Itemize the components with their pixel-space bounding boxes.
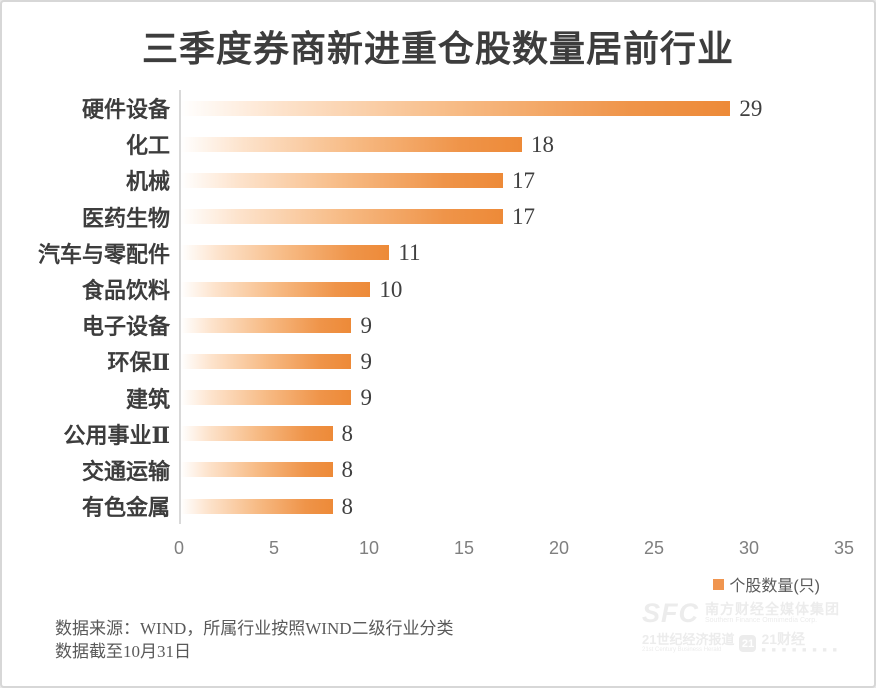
bar: [181, 100, 731, 116]
bar-plot-area: 29: [179, 90, 844, 127]
bar-row: 硬件设备 29: [16, 90, 844, 127]
bar: [181, 245, 390, 261]
bar-value: 9: [360, 385, 372, 411]
source-note: 数据来源：WIND，所属行业按照WIND二级行业分类: [55, 619, 454, 638]
bar-plot-area: 9: [179, 307, 844, 344]
bar-row: 医药生物 17: [16, 198, 844, 235]
bar: [181, 209, 504, 225]
bar-value: 18: [530, 131, 554, 157]
x-tick-label: 15: [453, 538, 475, 559]
bar: [181, 136, 522, 152]
category-label: 环保Ⅱ: [107, 350, 170, 376]
category-label: 食品饮料: [81, 278, 170, 304]
bar-rows: 硬件设备 29 化工 18 机械 17 医药生物 17 汽车与零配件 11 食品饮料 10 电子设备 9 环…: [16, 90, 844, 525]
bar-plot-area: 9: [179, 343, 844, 380]
legend-marker-icon: [713, 578, 725, 590]
bar-plot-area: 10: [179, 270, 844, 308]
bar-row: 交通运输 8: [16, 451, 844, 489]
bar-plot-area: 9: [179, 379, 844, 416]
watermark-app-name: 21财经: [761, 631, 806, 647]
legend-label: 个股数量(只): [729, 578, 820, 595]
category-label: 硬件设备: [81, 97, 170, 123]
watermark-group-name: 南方财经全媒体集团: [705, 600, 840, 617]
bar: [181, 281, 371, 297]
bar-row: 电子设备 9: [16, 307, 844, 344]
x-tick-label: 30: [738, 538, 760, 559]
bar-row: 公用事业Ⅱ 8: [16, 415, 844, 452]
x-tick-label: 35: [833, 538, 855, 559]
bar-value: 9: [360, 312, 372, 338]
bar: [181, 390, 352, 406]
watermark-group-name-en: Southern Finance Omnimedia Corp.: [705, 617, 818, 625]
bar: [181, 498, 333, 514]
category-label: 医药生物: [81, 205, 170, 231]
bar-value: 17: [512, 204, 536, 230]
bar-value: 29: [739, 95, 763, 121]
category-label: 汽车与零配件: [37, 241, 170, 267]
x-axis: 0 5 10 15 20 25 30 35: [174, 524, 854, 560]
x-tick-label: 25: [643, 538, 665, 559]
category-label: 化工: [125, 133, 170, 159]
chart-title: 三季度券商新进重仓股数量居前行业: [141, 29, 734, 69]
legend: 个股数量(只): [713, 572, 820, 596]
bar-plot-area: 17: [179, 198, 844, 235]
bar-row: 环保Ⅱ 9: [16, 343, 844, 380]
category-label: 电子设备: [81, 314, 170, 340]
bar-value: 8: [341, 493, 354, 519]
watermark-herald-name-en: 21st Century Business Herald: [642, 647, 722, 654]
bar-value: 9: [360, 348, 372, 374]
x-tick-label: 5: [268, 538, 280, 559]
category-label: 建筑: [125, 386, 170, 412]
bar-row: 汽车与零配件 11: [16, 234, 844, 271]
category-label: 机械: [125, 169, 170, 195]
x-tick-label: 10: [358, 538, 380, 559]
bar-value: 11: [398, 240, 421, 266]
bar-row: 化工 18: [16, 126, 844, 163]
bar-plot-area: 8: [179, 415, 844, 452]
category-label: 交通运输: [81, 458, 170, 484]
bar-row: 机械 17: [16, 162, 844, 199]
bar-value: 10: [379, 276, 403, 302]
21-badge-icon: 21: [739, 635, 757, 653]
category-label: 有色金属: [81, 495, 170, 521]
bar-row: 食品饮料 10: [16, 270, 844, 308]
bar-plot-area: 8: [179, 451, 844, 489]
bar-plot-area: 17: [179, 162, 844, 199]
bar-plot-area: 11: [179, 234, 844, 271]
bar-value: 8: [341, 457, 354, 483]
date-note: 数据截至10月31日: [55, 641, 191, 661]
bar-row: 有色金属 8: [16, 488, 844, 525]
watermark-herald-name: 21世纪经济报道: [642, 632, 735, 648]
category-label: 公用事业Ⅱ: [63, 422, 170, 448]
bar-row: 建筑 9: [16, 379, 844, 416]
bar-value: 8: [341, 421, 354, 447]
x-tick-label: 0: [173, 538, 185, 559]
bar: [181, 353, 352, 369]
watermark: SFC 南方财经全媒体集团 Southern Finance Omnimedia…: [642, 598, 862, 655]
bar-plot-area: 18: [179, 126, 844, 163]
bar: [181, 317, 352, 333]
bar-value: 17: [512, 167, 536, 193]
sfc-logo: SFC: [642, 598, 699, 628]
bar: [181, 462, 333, 478]
bar: [181, 426, 333, 442]
bar: [181, 172, 504, 188]
x-tick-label: 20: [548, 538, 570, 559]
footer-notes: 数据来源：WIND，所属行业按照WIND二级行业分类 数据截至10月31日: [55, 618, 454, 664]
watermark-squares-icon: ■ ■ ■ ■ ■ ■ ■ ■: [761, 647, 839, 655]
bar-plot-area: 8: [179, 488, 844, 525]
bar-chart: 硬件设备 29 化工 18 机械 17 医药生物 17 汽车与零配件 11 食品饮料 10 电子设备 9 环…: [16, 90, 854, 560]
